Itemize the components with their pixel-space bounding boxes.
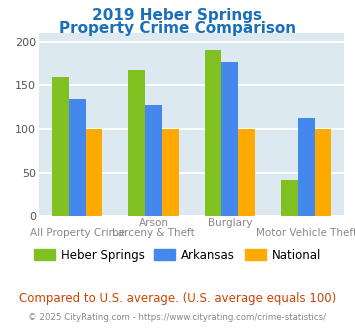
Text: Motor Vehicle Theft: Motor Vehicle Theft (256, 228, 355, 238)
Bar (162, 129, 179, 216)
Bar (238, 129, 255, 216)
Bar (69, 99, 86, 216)
Bar (205, 50, 222, 216)
Text: Compared to U.S. average. (U.S. average equals 100): Compared to U.S. average. (U.S. average … (19, 292, 336, 305)
Text: 2019 Heber Springs: 2019 Heber Springs (93, 8, 262, 23)
Text: All Property Crime: All Property Crime (30, 228, 125, 238)
Text: Larceny & Theft: Larceny & Theft (112, 228, 195, 238)
Bar (298, 118, 315, 216)
Bar (52, 78, 69, 216)
Legend: Heber Springs, Arkansas, National: Heber Springs, Arkansas, National (29, 244, 326, 266)
Bar (315, 129, 331, 216)
Bar (129, 70, 145, 216)
Text: Property Crime Comparison: Property Crime Comparison (59, 21, 296, 36)
Text: Burglary: Burglary (208, 218, 252, 228)
Bar (145, 105, 162, 216)
Bar (222, 62, 238, 216)
Bar (86, 129, 102, 216)
Bar (281, 181, 298, 216)
Text: © 2025 CityRating.com - https://www.cityrating.com/crime-statistics/: © 2025 CityRating.com - https://www.city… (28, 313, 327, 322)
Text: Arson: Arson (138, 218, 169, 228)
